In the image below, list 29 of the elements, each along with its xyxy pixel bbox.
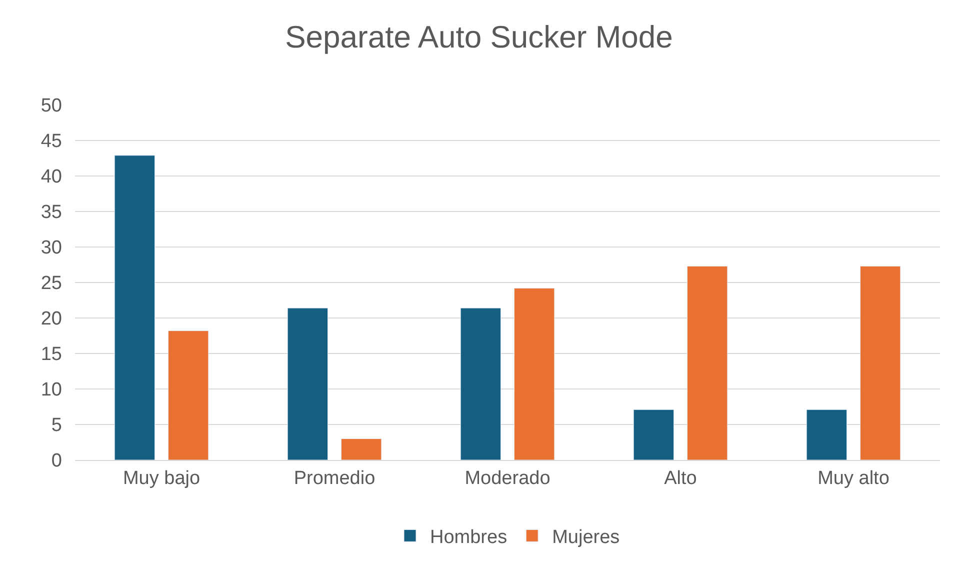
y-tick-label: 20 [40,308,62,330]
y-tick-label: 45 [40,131,62,152]
x-tick-label: Moderado [464,468,550,489]
y-tick-label: 5 [51,415,62,436]
legend-label: Hombres [430,527,508,548]
y-tick-label: 15 [40,344,62,366]
bar [806,409,848,460]
bar [633,409,674,460]
y-tick-label: 10 [40,380,62,401]
bar [340,438,382,460]
x-tick-label: Muy alto [818,468,890,489]
y-tick-label: 0 [51,450,62,472]
y-tick-label: 25 [40,273,62,294]
bar [114,155,156,460]
chart-title: Separate Auto Sucker Mode [285,20,673,55]
x-tick-label: Promedio [294,468,376,489]
bar [686,266,728,460]
bar [168,330,209,460]
y-tick-label: 35 [40,202,62,224]
legend-label: Mujeres [552,527,620,548]
y-tick-label: 40 [40,166,62,188]
bar [860,266,901,460]
y-tick-label: 50 [40,96,62,117]
x-tick-label: Alto [664,468,697,489]
x-tick-label: Muy bajo [122,468,200,489]
bar [287,308,328,460]
bar [460,308,502,460]
bar [514,288,555,460]
y-tick-label: 30 [40,238,62,259]
